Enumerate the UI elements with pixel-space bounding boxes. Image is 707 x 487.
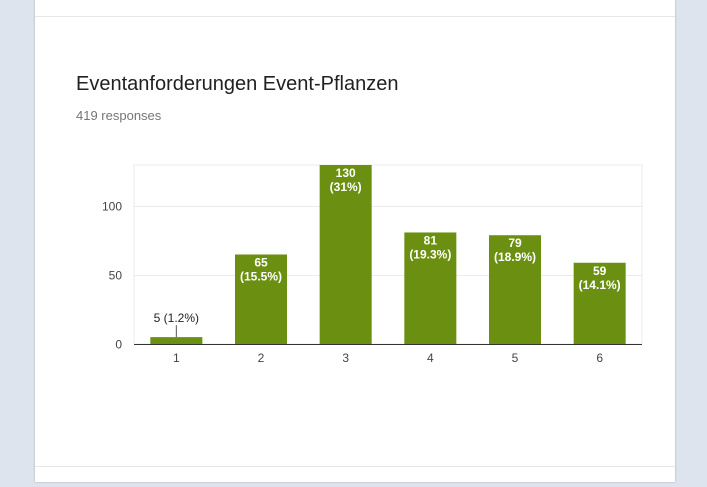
question-title: Eventanforderungen Event-Pflanzen — [76, 73, 399, 95]
card-divider-top — [35, 16, 675, 17]
data-label-1: 5 (1.2%) — [154, 311, 199, 325]
x-tick-label-1: 1 — [173, 351, 180, 365]
data-label-3-line-2: (31%) — [330, 180, 362, 194]
x-tick-label-3: 3 — [342, 351, 349, 365]
bar-3 — [319, 165, 372, 344]
plot-area — [133, 164, 643, 345]
data-label-4-line-1: 81 — [424, 233, 438, 247]
y-tick-label-0: 0 — [115, 338, 122, 352]
y-tick-label-100: 100 — [102, 200, 122, 214]
card-divider-bottom — [35, 466, 675, 467]
bar-6 — [573, 262, 626, 344]
bar-1 — [150, 337, 203, 344]
bar-2 — [235, 254, 287, 344]
bar-4 — [404, 232, 457, 344]
data-label-4-line-2: (19.3%) — [409, 247, 451, 261]
data-label-6-line-2: (14.1%) — [579, 278, 621, 292]
data-label-2-line-2: (15.5%) — [240, 270, 282, 284]
data-label-3-line-1: 130 — [336, 166, 356, 180]
x-tick-label-5: 5 — [512, 351, 519, 365]
data-label-5-line-1: 79 — [508, 236, 522, 250]
y-tick-label-50: 50 — [109, 269, 123, 283]
bar-5 — [489, 235, 541, 344]
x-tick-label-4: 4 — [427, 351, 434, 365]
data-label-2-line-1: 65 — [254, 256, 268, 270]
x-tick-label-2: 2 — [258, 351, 265, 365]
response-count: 419 responses — [76, 108, 162, 123]
data-label-6-line-1: 59 — [593, 264, 607, 278]
data-label-5-line-2: (18.9%) — [494, 250, 536, 264]
x-tick-label-6: 6 — [596, 351, 603, 365]
